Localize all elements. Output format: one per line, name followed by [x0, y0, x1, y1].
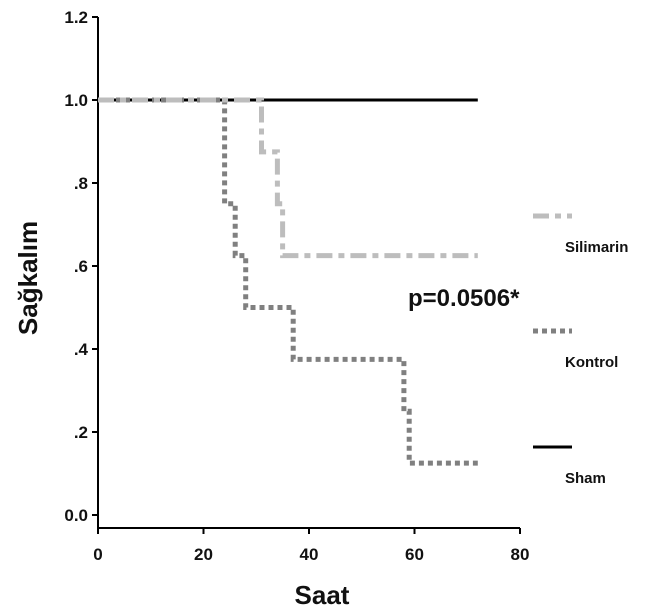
y-tick-label: 1.2	[64, 8, 88, 27]
legend-label-kontrol: Kontrol	[565, 354, 618, 371]
y-tick-label: 1.0	[64, 91, 88, 110]
series-layer	[98, 97, 478, 466]
y-tick-label: .6	[74, 257, 88, 276]
p-value-annotation: p=0.0506*	[408, 285, 520, 312]
y-tick-label: .4	[74, 340, 89, 359]
series-line-kontrol	[98, 97, 478, 466]
y-ticks: 0.0 .2 .4 .6 .8 1.0 1.2	[64, 8, 98, 525]
x-axis-title: Saat	[295, 580, 350, 610]
x-tick-label: 60	[405, 545, 424, 564]
series-line-silimarin	[98, 97, 478, 259]
x-tick-label: 20	[194, 545, 213, 564]
axes	[97, 17, 520, 529]
y-axis-title: Sağkalım	[13, 221, 43, 335]
y-tick-label: .8	[74, 174, 88, 193]
x-tick-label: 0	[93, 545, 102, 564]
x-tick-label: 40	[300, 545, 319, 564]
y-tick-label: 0.0	[64, 506, 88, 525]
legend-label-silimarin: Silimarin	[565, 239, 628, 256]
legend: Silimarin Kontrol Sham	[533, 213, 628, 487]
y-tick-label: .2	[74, 423, 88, 442]
x-ticks: 0 20 40 60 80	[93, 528, 529, 564]
x-tick-label: 80	[511, 545, 530, 564]
legend-label-sham: Sham	[565, 470, 606, 487]
